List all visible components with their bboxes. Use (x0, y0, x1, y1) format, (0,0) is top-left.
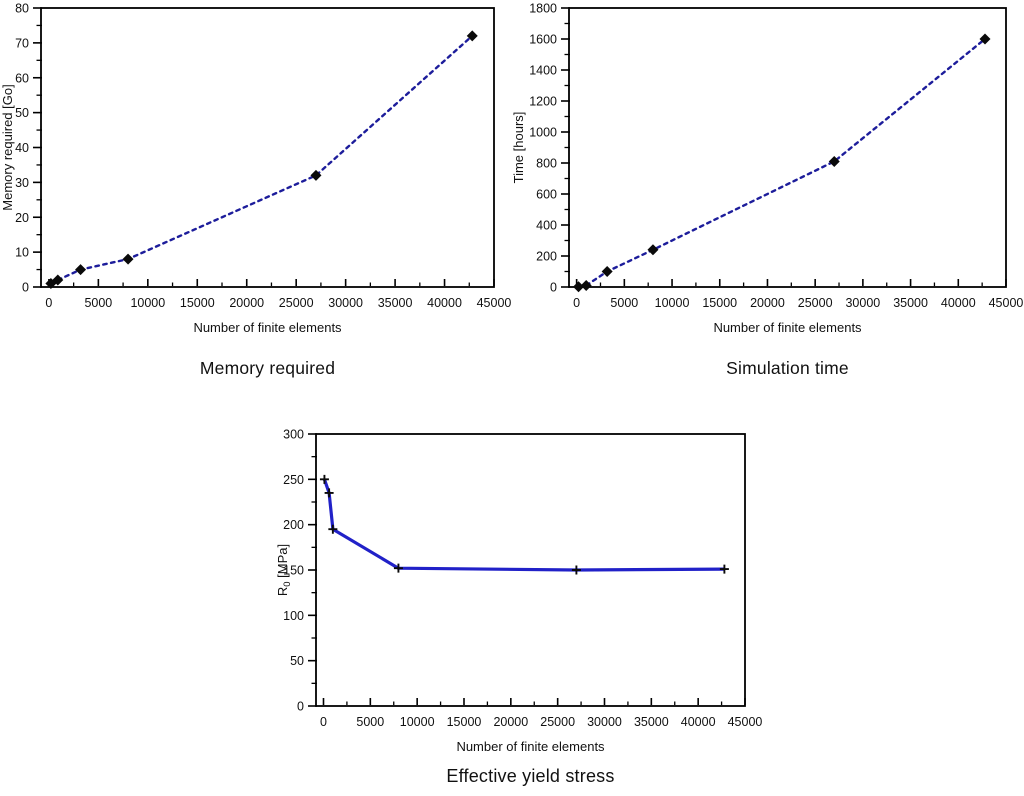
x-tick-label: 20000 (493, 715, 528, 729)
x-tick-label: 35000 (634, 715, 669, 729)
y-tick-label: 1400 (529, 64, 557, 78)
y-axis-label: R0 [MPa] (275, 544, 293, 596)
x-tick-label: 40000 (427, 296, 462, 310)
data-line (577, 37, 987, 288)
x-tick-label: 5000 (84, 296, 112, 310)
x-tick-label: 40000 (941, 296, 976, 310)
y-tick-label: 250 (283, 473, 304, 487)
effective-yield-stress-chart: 0 5000 10000 15000 20000 25000 30000 35000 40000… (275, 428, 763, 755)
x-tick-label: 45000 (728, 715, 763, 729)
x-tick-label: 10000 (400, 715, 435, 729)
y-tick-label: 800 (536, 157, 557, 171)
x-axis-label: Number of finite elements (713, 320, 862, 335)
x-tick-label: 0 (573, 296, 580, 310)
simulation-time-chart: 0 5000 10000 15000 20000 25000 30000 35000 40000… (512, 2, 1024, 336)
x-tick-label: 25000 (279, 296, 314, 310)
y-tick-label: 10 (15, 246, 29, 260)
x-tick-label: 5000 (356, 715, 384, 729)
y-tick-label: 200 (283, 518, 304, 532)
x-tick-label: 30000 (587, 715, 622, 729)
y-tick-label: 60 (15, 71, 29, 85)
y-tick-label: 200 (536, 250, 557, 264)
x-tick-label: 35000 (893, 296, 928, 310)
y-tick-label: 100 (283, 609, 304, 623)
y-tick-label: 40 (15, 141, 29, 155)
y-tick-label: 20 (15, 211, 29, 225)
data-marker-plus (719, 564, 729, 574)
y-tick-label: 0 (297, 700, 304, 714)
x-tick-label: 0 (320, 715, 327, 729)
x-tick-label: 30000 (328, 296, 363, 310)
data-marker-diamond (52, 274, 64, 286)
y-tick-label: 1800 (529, 2, 557, 16)
chart-caption-simulation-time: Simulation time (726, 358, 849, 378)
data-marker-plus (328, 524, 338, 534)
x-tick-label: 30000 (845, 296, 880, 310)
y-tick-label: 70 (15, 36, 29, 50)
y-tick-label: 400 (536, 219, 557, 233)
data-marker-plus (319, 474, 329, 484)
y-tick-label: 50 (15, 106, 29, 120)
data-marker-diamond (979, 33, 991, 45)
chart-caption-memory-required: Memory required (199, 358, 336, 378)
data-marker-diamond (122, 253, 134, 265)
data-marker-plus (393, 563, 403, 573)
x-axis-label: Number of finite elements (456, 739, 605, 754)
x-tick-label: 15000 (702, 296, 737, 310)
y-tick-label: 1200 (529, 95, 557, 109)
y-tick-label: 30 (15, 176, 29, 190)
y-tick-label: 1000 (529, 126, 557, 140)
data-marker-diamond (75, 264, 87, 276)
y-tick-label: 0 (22, 281, 29, 295)
x-tick-label: 15000 (180, 296, 215, 310)
x-tick-label: 15000 (447, 715, 482, 729)
axis-box (40, 7, 495, 288)
data-marker-diamond (647, 244, 659, 256)
axis-box (568, 7, 1007, 288)
data-marker-plus (324, 488, 334, 498)
x-tick-label: 40000 (681, 715, 716, 729)
data-marker-diamond (601, 266, 613, 277)
x-tick-label: 20000 (750, 296, 785, 310)
y-tick-label: 80 (15, 2, 29, 16)
data-marker-diamond (828, 155, 840, 167)
y-tick-label: 150 (283, 564, 304, 578)
x-tick-label: 5000 (610, 296, 638, 310)
data-line (49, 34, 474, 285)
x-tick-label: 10000 (655, 296, 690, 310)
y-tick-label: 0 (550, 281, 557, 295)
chart-caption-effective-yield-stress: Effective yield stress (446, 766, 615, 786)
data-marker-diamond (580, 279, 592, 291)
y-tick-label: 300 (283, 428, 304, 442)
x-tick-label: 10000 (130, 296, 165, 310)
x-tick-label: 45000 (477, 296, 512, 310)
memory-required-chart: 0 5000 10000 15000 20000 25000 30000 35000 40000… (0, 2, 512, 336)
x-tick-label: 0 (45, 296, 52, 310)
x-tick-label: 25000 (540, 715, 575, 729)
x-tick-label: 35000 (378, 296, 413, 310)
x-tick-label: 25000 (798, 296, 833, 310)
data-marker-plus (571, 565, 581, 575)
data-marker-diamond (573, 281, 585, 293)
x-tick-label: 20000 (229, 296, 264, 310)
y-tick-label: 600 (536, 188, 557, 202)
data-marker-diamond (466, 30, 478, 42)
y-axis-label: Time [hours] (512, 112, 526, 184)
x-axis-label: Number of finite elements (193, 320, 342, 335)
y-tick-label: 1600 (529, 33, 557, 47)
x-tick-label: 45000 (989, 296, 1024, 310)
y-tick-label: 50 (290, 654, 304, 668)
data-marker-diamond (310, 169, 322, 181)
y-axis-label: Memory required [Go] (0, 84, 15, 210)
